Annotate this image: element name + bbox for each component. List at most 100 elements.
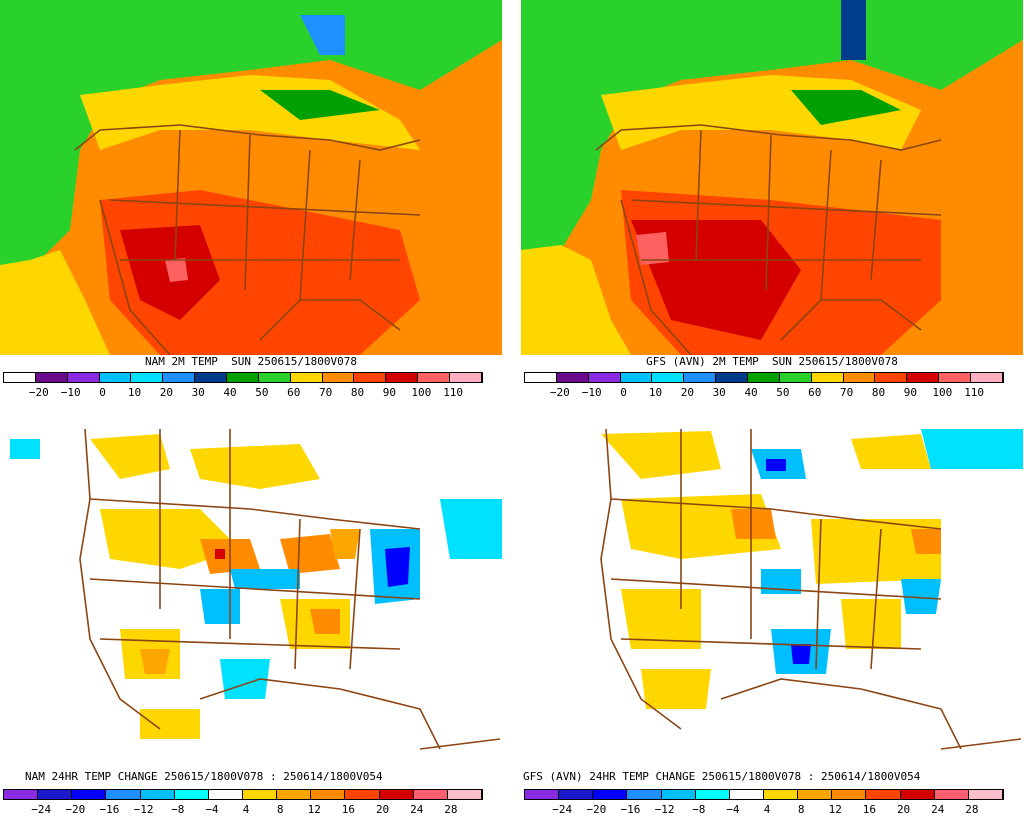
colorbar-tick-label: 0 <box>99 386 106 399</box>
colorbar-swatch <box>875 373 908 382</box>
colorbar-swatch <box>934 790 969 799</box>
colorbar-swatch <box>661 790 696 799</box>
colorbar-swatch <box>729 790 764 799</box>
colorbar-tick-label: 50 <box>776 386 790 399</box>
colorbar-swatch <box>620 373 653 382</box>
colorbar-tick-label: −24 <box>31 803 52 816</box>
colorbar-tick-label: −4 <box>205 803 219 816</box>
colorbar-swatch <box>35 373 68 382</box>
colorbar-tick-label: 20 <box>375 803 390 816</box>
colorbar-tick-label: 28 <box>444 803 458 816</box>
colorbar-swatch <box>748 373 780 382</box>
colorbar-swatch <box>379 790 414 799</box>
colorbar-tick-label: −12 <box>133 803 154 816</box>
colorbar-swatch <box>907 373 940 382</box>
colorbar-swatch <box>131 373 164 382</box>
colorbar-swatch <box>763 790 799 799</box>
colorbar-tick-label: 24 <box>410 803 424 816</box>
colorbar-swatch <box>832 790 867 799</box>
colorbar-swatch <box>99 373 132 382</box>
colorbar-swatch <box>67 373 100 382</box>
colorbar-swatch <box>322 373 355 382</box>
colorbar-swatch <box>627 790 662 799</box>
colorbar-swatch <box>418 373 451 382</box>
colorbar-swatch <box>588 373 621 382</box>
nam-temp-panel: NAM 2M TEMP SUN 250615/1800V078 −20 −10 0 1… <box>0 0 502 410</box>
colorbar-swatch <box>311 790 346 799</box>
colorbar-swatch <box>208 790 243 799</box>
colorbar-tick-label: 80 <box>871 386 886 399</box>
colorbar-tick-label: 90 <box>903 386 918 399</box>
colorbar-swatch <box>525 373 557 382</box>
colorbar-tick-label: −16 <box>620 803 641 816</box>
gfs-change-panel: GFS (AVN) 24HR TEMP CHANGE 250615/1800V0… <box>521 409 1023 819</box>
colorbar-swatch <box>525 790 560 799</box>
gfs-change-caption: GFS (AVN) 24HR TEMP CHANGE 250615/1800V0… <box>523 770 921 783</box>
colorbar-swatch <box>811 373 844 382</box>
gfs-temp-colorbar <box>524 372 1004 383</box>
colorbar-tick-label: 16 <box>862 803 877 816</box>
colorbar-tick-label: −8 <box>692 803 706 816</box>
colorbar-tick-label: −16 <box>99 803 120 816</box>
colorbar-swatch <box>174 790 209 799</box>
colorbar-swatch <box>798 790 833 799</box>
colorbar-tick-label: 4 <box>763 803 771 816</box>
colorbar-swatch <box>4 373 36 382</box>
gfs-temp-ticks: −20 −10 0 10 20 30 40 50 60 70 80 90 100 110 <box>524 386 1002 399</box>
colorbar-tick-label: −20 <box>549 386 570 399</box>
colorbar-tick-label: 60 <box>808 386 822 399</box>
colorbar-tick-label: 10 <box>127 386 142 399</box>
colorbar-swatch <box>447 790 482 799</box>
colorbar-tick-label: 60 <box>287 386 301 399</box>
colorbar-tick-label: 24 <box>931 803 945 816</box>
colorbar-tick-label: −20 <box>28 386 49 399</box>
nam-change-panel: NAM 24HR TEMP CHANGE 250615/1800V078 : 2… <box>0 409 502 819</box>
colorbar-tick-label: −12 <box>654 803 675 816</box>
colorbar-swatch <box>195 373 228 382</box>
colorbar-tick-label: 10 <box>648 386 663 399</box>
colorbar-tick-label: 20 <box>896 803 911 816</box>
colorbar-swatch <box>900 790 935 799</box>
colorbar-swatch <box>72 790 107 799</box>
colorbar-tick-label: 50 <box>255 386 269 399</box>
colorbar-tick-label: 70 <box>840 386 854 399</box>
colorbar-swatch <box>354 373 387 382</box>
colorbar-tick-label: −4 <box>726 803 740 816</box>
colorbar-swatch <box>386 373 419 382</box>
colorbar-tick-label: 4 <box>242 803 250 816</box>
nam-temp-ticks: −20 −10 0 10 20 30 40 50 60 70 80 90 100 110 <box>3 386 481 399</box>
colorbar-tick-label: 80 <box>350 386 365 399</box>
nam-temp-colorbar <box>3 372 483 383</box>
colorbar-swatch <box>163 373 196 382</box>
colorbar-swatch <box>556 373 589 382</box>
colorbar-swatch <box>559 790 594 799</box>
colorbar-swatch <box>258 373 291 382</box>
colorbar-swatch <box>971 373 1003 382</box>
nam-change-map <box>0 409 502 769</box>
colorbar-tick-label: 90 <box>382 386 397 399</box>
colorbar-swatch <box>38 790 73 799</box>
colorbar-swatch <box>866 790 901 799</box>
colorbar-tick-label: −20 <box>586 803 607 816</box>
colorbar-tick-label: −10 <box>581 386 602 399</box>
gfs-change-colorbar <box>524 789 1004 800</box>
colorbar-swatch <box>140 790 175 799</box>
colorbar-tick-label: 20 <box>680 386 694 399</box>
colorbar-swatch <box>450 373 482 382</box>
colorbar-swatch <box>4 790 39 799</box>
colorbar-swatch <box>779 373 812 382</box>
colorbar-tick-label: 28 <box>965 803 979 816</box>
colorbar-tick-label: 12 <box>828 803 842 816</box>
colorbar-tick-label: 110 <box>964 386 985 399</box>
colorbar-tick-label: 8 <box>276 803 284 816</box>
colorbar-swatch <box>277 790 312 799</box>
colorbar-swatch <box>939 373 972 382</box>
colorbar-swatch <box>652 373 685 382</box>
colorbar-swatch <box>968 790 1003 799</box>
colorbar-swatch <box>345 790 380 799</box>
colorbar-tick-label: 100 <box>411 386 432 399</box>
colorbar-swatch <box>106 790 141 799</box>
gfs-temp-panel: GFS (AVN) 2M TEMP SUN 250615/1800V078 −2… <box>521 0 1023 410</box>
colorbar-swatch <box>242 790 278 799</box>
colorbar-tick-label: 12 <box>307 803 321 816</box>
